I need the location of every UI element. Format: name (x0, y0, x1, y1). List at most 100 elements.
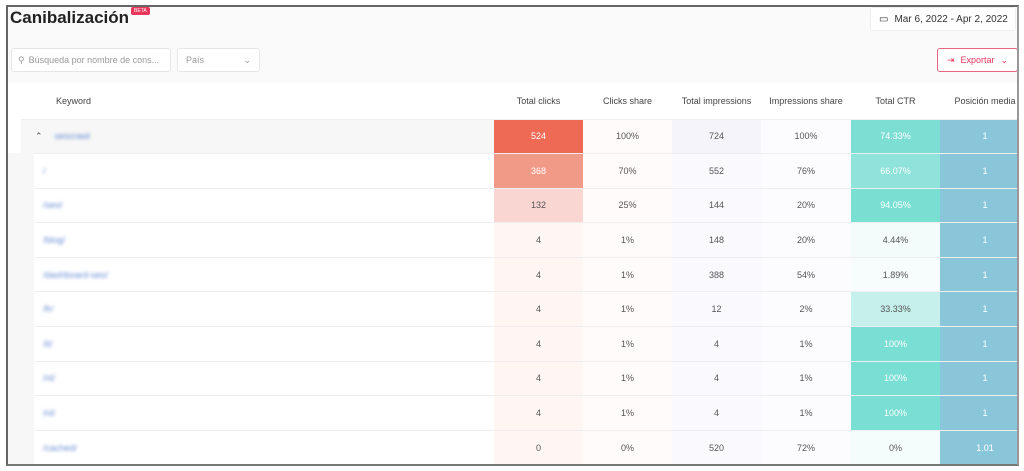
keyword-cell[interactable]: /nl/ (8, 361, 494, 397)
keyword-link[interactable]: /nl/ (43, 408, 56, 419)
impressions-share-cell: 20% (761, 222, 851, 258)
keyword-cell[interactable]: /seo/ (8, 188, 494, 224)
table-row[interactable]: /nl/4 1% 4 1% 100% 1 (8, 395, 1017, 431)
table-row[interactable]: /cached/0 0% 520 72% 0% 1.01 (8, 430, 1017, 464)
impressions-cell: 520 (672, 430, 761, 464)
column-header[interactable]: Clicks share (583, 83, 672, 120)
ctr-cell: 74.33% (851, 119, 940, 155)
clicks-cell: 0 (494, 430, 583, 464)
impressions-cell: 4 (672, 361, 761, 397)
table-row[interactable]: /it/4 1% 4 1% 100% 1 (8, 326, 1017, 362)
position-cell: 1 (940, 119, 1017, 155)
impressions-cell: 724 (672, 119, 761, 155)
search-icon: ⚲ (18, 54, 25, 65)
table-row[interactable]: /blog/4 1% 148 20% 4.44% 1 (8, 222, 1017, 258)
beta-badge: BETA (131, 7, 150, 15)
position-cell: 1.01 (940, 430, 1017, 464)
table-row[interactable]: /seo/132 25% 144 20% 94.05% 1 (8, 188, 1017, 224)
page-title: Canibalización (10, 8, 130, 27)
clicks-cell: 4 (494, 291, 583, 328)
date-range-label: Mar 6, 2022 - Apr 2, 2022 (894, 13, 1008, 25)
keyword-cell[interactable]: /nl/ (8, 395, 494, 431)
ctr-cell: 100% (851, 395, 940, 431)
clicks-share-cell: 1% (583, 326, 672, 362)
table-row[interactable]: /fr/4 1% 12 2% 33.33% 1 (8, 291, 1017, 328)
impressions-cell: 552 (672, 153, 761, 189)
impressions-share-cell: 1% (761, 326, 851, 362)
clicks-share-cell: 1% (583, 361, 672, 397)
clicks-share-cell: 70% (583, 153, 672, 189)
impressions-cell: 4 (672, 326, 761, 362)
column-header[interactable]: Keyword (21, 83, 494, 120)
ctr-cell: 0% (851, 430, 940, 464)
clicks-cell: 368 (494, 153, 583, 189)
position-cell: 1 (940, 188, 1017, 224)
impressions-share-cell: 54% (761, 257, 851, 293)
keyword-link[interactable]: / (43, 165, 46, 176)
keyword-cell[interactable]: /it/ (8, 326, 494, 362)
ctr-cell: 33.33% (851, 291, 940, 328)
position-cell: 1 (940, 291, 1017, 328)
position-cell: 1 (940, 222, 1017, 258)
keyword-link[interactable]: seocrawl (54, 130, 91, 141)
ctr-cell: 100% (851, 326, 940, 362)
keyword-cell[interactable]: /dashboard-seo/ (8, 257, 494, 293)
impressions-cell: 148 (672, 222, 761, 258)
column-header[interactable]: Posición media (940, 83, 1017, 120)
clicks-share-cell: 1% (583, 291, 672, 328)
impressions-cell: 144 (672, 188, 761, 224)
search-placeholder: Búsqueda por nombre de cons... (28, 55, 160, 65)
impressions-cell: 4 (672, 395, 761, 431)
impressions-share-cell: 2% (761, 291, 851, 328)
keyword-cell[interactable]: /fr/ (8, 291, 494, 328)
keyword-link[interactable]: /it/ (43, 338, 53, 349)
country-placeholder: País (186, 55, 205, 65)
keyword-link[interactable]: /blog/ (43, 235, 66, 246)
export-button[interactable]: ⇥ Exportar ⌄ (937, 48, 1017, 72)
search-input[interactable]: ⚲ Búsqueda por nombre de cons... (11, 48, 171, 72)
position-cell: 1 (940, 361, 1017, 397)
column-header[interactable]: Total CTR (851, 83, 940, 120)
table-row[interactable]: /nl/4 1% 4 1% 100% 1 (8, 361, 1017, 397)
clicks-cell: 132 (494, 188, 583, 224)
keyword-link[interactable]: /seo/ (43, 200, 63, 211)
keyword-cell[interactable]: /blog/ (8, 222, 494, 258)
impressions-share-cell: 76% (761, 153, 851, 189)
chevron-up-icon[interactable]: ⌃ (35, 130, 43, 141)
clicks-share-cell: 1% (583, 222, 672, 258)
clicks-cell: 4 (494, 361, 583, 397)
impressions-cell: 12 (672, 291, 761, 328)
country-select[interactable]: País ⌄ (177, 48, 260, 72)
ctr-cell: 94.05% (851, 188, 940, 224)
date-range-picker[interactable]: ▭ Mar 6, 2022 - Apr 2, 2022 (870, 7, 1016, 31)
column-header[interactable]: Total clicks (494, 83, 583, 120)
clicks-share-cell: 1% (583, 395, 672, 431)
clicks-cell: 4 (494, 257, 583, 293)
ctr-cell: 1.89% (851, 257, 940, 293)
keyword-link[interactable]: /cached/ (43, 442, 78, 453)
keyword-cell[interactable]: /cached/ (8, 430, 494, 464)
chevron-down-icon: ⌄ (1000, 54, 1009, 65)
clicks-share-cell: 25% (583, 188, 672, 224)
keyword-cell[interactable]: ⌃ seocrawl (21, 119, 494, 155)
impressions-share-cell: 1% (761, 395, 851, 431)
clicks-share-cell: 0% (583, 430, 672, 464)
table-row[interactable]: ⌃ seocrawl 524 100% 724 100% 74.33% 1 (21, 119, 1017, 155)
table-row[interactable]: /dashboard-seo/4 1% 388 54% 1.89% 1 (8, 257, 1017, 293)
ctr-cell: 66.07% (851, 153, 940, 189)
impressions-share-cell: 100% (761, 119, 851, 155)
header-row: Keyword Total clicks Clicks share Total imp… (21, 83, 1017, 120)
table-row[interactable]: / 368 70% 552 76% 66.07% 1 (8, 153, 1017, 189)
column-header[interactable]: Impressions share (761, 83, 851, 120)
calendar-icon: ▭ (879, 13, 889, 25)
keyword-link[interactable]: /dashboard-seo/ (43, 269, 109, 280)
keyword-link[interactable]: /fr/ (43, 304, 54, 315)
keyword-link[interactable]: /nl/ (43, 373, 56, 384)
cannibalization-panel: Canibalización BETA ▭ Mar 6, 2022 - Apr … (6, 5, 1019, 466)
position-cell: 1 (940, 395, 1017, 431)
position-cell: 1 (940, 326, 1017, 362)
column-header[interactable]: Total impressions (672, 83, 761, 120)
keyword-cell[interactable]: / (8, 153, 494, 189)
title-group: Canibalización BETA (10, 7, 150, 28)
clicks-cell: 4 (494, 395, 583, 431)
